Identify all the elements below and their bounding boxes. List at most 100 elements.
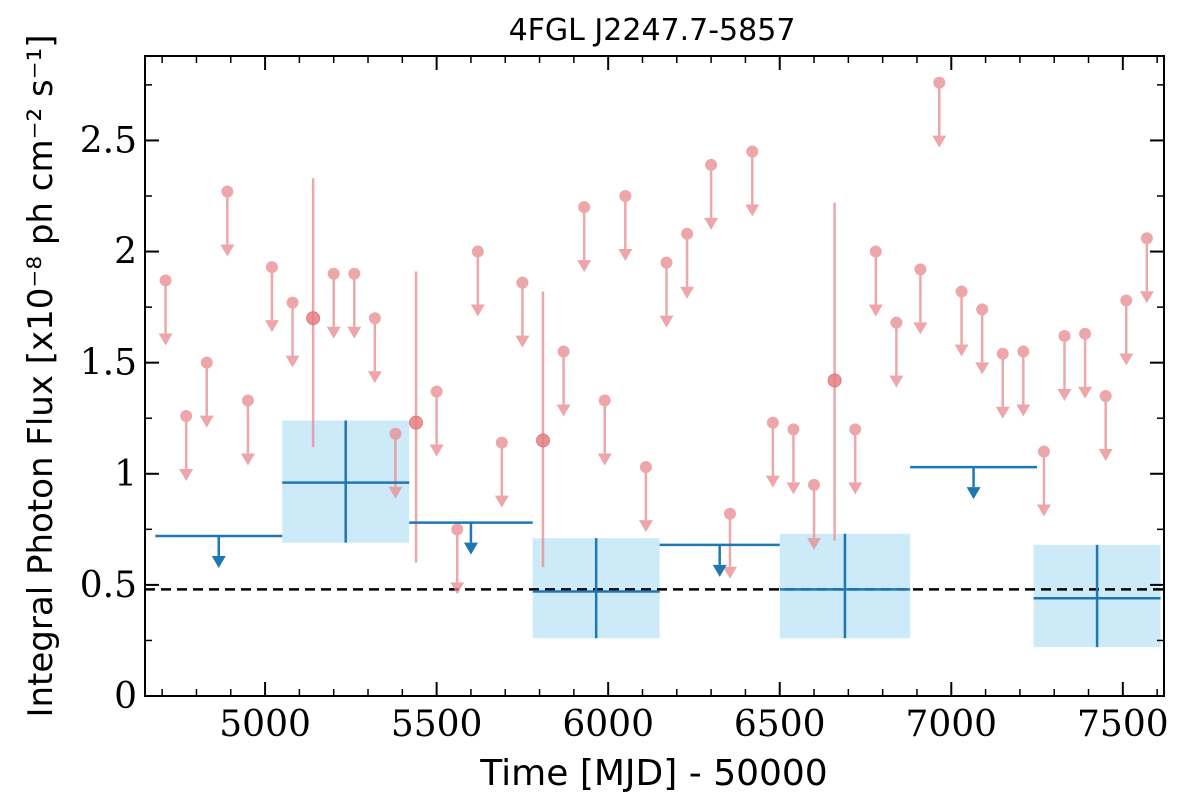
upper-limit-arrow-head: [807, 537, 822, 550]
upper-limit-marker: [285, 296, 300, 368]
upper-limit-marker: [199, 356, 214, 428]
upper-limit-point: [705, 158, 718, 171]
upper-limit-marker: [913, 263, 928, 335]
upper-limit-arrow-head: [347, 326, 362, 339]
upper-limit-marker: [765, 416, 780, 488]
upper-limit-point: [681, 227, 694, 240]
long-bin-detection: [532, 538, 660, 639]
upper-limit-arrow-head: [179, 469, 194, 481]
upper-limit-arrow-head: [1016, 404, 1031, 417]
upper-limit-point: [180, 410, 193, 422]
upper-limit-arrow-head: [995, 406, 1010, 419]
upper-limit-arrow-head: [515, 335, 530, 348]
detection-point: [409, 415, 424, 430]
upper-limit-point: [766, 416, 779, 429]
upper-limit-arrow-head: [659, 315, 674, 328]
x-tick-label: 5000: [219, 704, 311, 745]
upper-limit-arrow-head: [285, 355, 300, 368]
y-tick-label: 2: [114, 232, 137, 273]
upper-limit-point: [976, 303, 989, 316]
upper-limit-point: [286, 296, 299, 309]
upper-limit-arrow-head: [868, 304, 883, 317]
upper-limit-arrow-head: [765, 475, 780, 488]
upper-limit-point: [368, 312, 381, 325]
upper-limit-arrow-head: [638, 520, 653, 533]
upper-limit-point: [639, 461, 652, 474]
upper-limit-marker: [179, 410, 194, 481]
upper-limit-marker: [807, 478, 822, 550]
long-bin-upper-limit-head: [211, 556, 226, 568]
upper-limit-marker: [264, 261, 279, 333]
long-bin-upper-limit: [155, 534, 283, 568]
upper-limit-point: [327, 267, 340, 280]
upper-limit-arrow-head: [704, 217, 719, 230]
detection-point: [535, 433, 550, 448]
upper-limit-arrow-head: [618, 249, 633, 261]
upper-limit-marker: [975, 303, 990, 375]
upper-limit-point: [723, 507, 736, 520]
long-bin-upper-limit: [409, 521, 533, 555]
upper-limit-point: [430, 385, 443, 398]
upper-limit-arrow-head: [429, 444, 444, 457]
upper-limit-point: [598, 394, 611, 407]
upper-limit-marker: [1036, 445, 1051, 517]
long-bin-upper-limit-head: [966, 487, 981, 500]
x-tick-label: 5500: [391, 704, 483, 745]
detection-point: [306, 311, 321, 326]
long-bin-upper-limit-head: [712, 564, 727, 577]
upper-limit-point: [914, 263, 927, 276]
upper-limit-arrow-head: [199, 415, 214, 428]
upper-limit-marker: [995, 347, 1010, 419]
upper-limit-point: [200, 356, 213, 369]
upper-limit-marker: [889, 316, 904, 388]
upper-limit-marker: [347, 267, 362, 339]
upper-limit-marker: [158, 274, 173, 346]
upper-limit-marker: [704, 158, 719, 230]
upper-limit-point: [578, 201, 591, 214]
upper-limit-point: [495, 436, 508, 449]
long-bin-upper-limit: [910, 465, 1038, 500]
upper-limit-point: [849, 423, 862, 436]
upper-limit-arrow-head: [889, 375, 904, 388]
y-tick-label: 2.5: [80, 120, 137, 161]
upper-limit-point: [1037, 445, 1050, 458]
upper-limit-point: [389, 427, 402, 440]
plot-area: [145, 76, 1164, 648]
upper-limit-point: [451, 523, 464, 536]
upper-limit-arrow-head: [1139, 291, 1154, 304]
upper-limit-marker: [848, 423, 863, 495]
upper-limit-marker: [470, 245, 485, 317]
upper-limit-arrow-head: [954, 344, 969, 357]
upper-limit-marker: [220, 185, 235, 257]
upper-limit-point: [557, 345, 570, 358]
upper-limit-marker: [429, 385, 444, 457]
upper-limit-arrow-head: [1036, 504, 1051, 517]
upper-limit-point: [265, 261, 278, 274]
upper-limit-arrow-head: [264, 320, 279, 333]
upper-limit-marker: [556, 345, 571, 417]
upper-limit-point: [933, 76, 946, 89]
upper-limit-point: [516, 276, 529, 289]
upper-limit-arrow-head: [470, 304, 485, 317]
upper-limit-marker: [367, 312, 382, 384]
upper-limit-marker: [722, 507, 737, 579]
upper-limit-marker: [1016, 345, 1031, 417]
x-tick-label: 7500: [1077, 704, 1169, 745]
axes: 5000 5500 6000 6500 7000 7500 0 0.5 1 1.5 2 2.5: [80, 56, 1169, 745]
upper-limit-marker: [1139, 232, 1154, 304]
upper-limit-arrow-head: [158, 333, 173, 346]
y-axis-label: Integral Photon Flux [x10⁻⁸ ph cm⁻² s⁻¹]: [21, 34, 61, 717]
upper-limit-arrow-head: [722, 566, 737, 579]
upper-limit-arrow-head: [932, 135, 947, 148]
upper-limit-point: [808, 478, 821, 491]
upper-limit-marker: [1119, 294, 1134, 366]
upper-limit-arrow-head: [388, 486, 403, 499]
y-tick-label: 0.5: [80, 565, 137, 606]
upper-limit-marker: [1098, 390, 1113, 461]
upper-limit-marker: [597, 394, 612, 466]
upper-limit-marker: [1057, 330, 1072, 401]
upper-limit-marker: [786, 423, 801, 495]
upper-limit-point: [348, 267, 361, 280]
upper-limit-arrow-head: [680, 286, 695, 299]
long-bin-upper-limit: [659, 543, 780, 577]
